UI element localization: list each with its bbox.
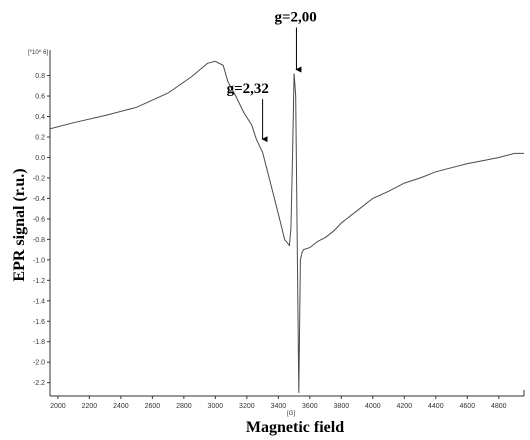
y-tick-label: 0.8 [35,73,45,80]
x-tick-label: 4800 [491,403,507,410]
x-tick-label: 3400 [271,403,287,410]
x-tick-label: 2000 [50,403,66,410]
y-tick-label: -0.6 [33,216,45,223]
y-ticks: 0.8 0.6 0.4 0.2 0.0 -0.2 -0.4 -0.6 -0.8 -1.0 -1.2 -… [33,73,50,387]
y-tick-label: -2.0 [33,360,45,367]
annotation-label: g=2,32 [227,81,269,97]
x-tick-label: 3200 [239,403,255,410]
y-tick-label: -1.6 [33,319,45,326]
x-tick-label: 2400 [113,403,129,410]
y-scale-label: [*10^ 6] [28,50,48,56]
y-tick-label: 0.6 [35,94,45,101]
x-tick-label: 4600 [460,403,476,410]
y-tick-label: -0.2 [33,175,45,182]
x-tick-label: 4400 [428,403,444,410]
x-tick-label: 3000 [208,403,224,410]
x-tick-label: 4200 [397,403,413,410]
x-tick-label: 4000 [365,403,381,410]
x-unit-label: [G] [287,411,295,417]
y-axis-title: EPR signal (r.u.) [11,168,28,281]
y-tick-label: -2.2 [33,380,45,387]
annotation-label: g=2,00 [274,10,316,26]
x-tick-label: 2800 [176,403,192,410]
x-tick-label: 2600 [145,403,161,410]
x-axis-title: Magnetic field [246,419,344,436]
y-tick-label: -0.4 [33,196,45,203]
x-tick-label: 3600 [302,403,318,410]
y-tick-label: 0.0 [35,155,45,162]
y-tick-label: 0.4 [35,114,45,121]
x-tick-label: 2200 [82,403,98,410]
y-tick-label: -1.0 [33,257,45,264]
series-line [49,60,524,393]
annotations: g=2,00 g=2,32 [227,10,317,143]
y-tick-label: -0.8 [33,237,45,244]
y-tick-label: -1.4 [33,298,45,305]
y-tick-label: -1.8 [33,339,45,346]
x-ticks: 2000 2200 2400 2600 2800 3000 3200 3400 3600 3800… [50,396,507,410]
y-tick-label: 0.2 [35,135,45,142]
x-tick-label: 3800 [334,403,350,410]
axes [49,50,525,397]
y-tick-label: -1.2 [33,278,45,285]
